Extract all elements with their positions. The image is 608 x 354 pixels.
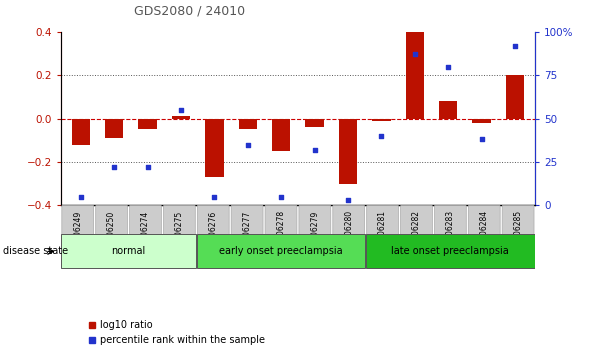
Text: GSM106281: GSM106281	[378, 210, 387, 256]
Text: GSM106250: GSM106250	[107, 210, 116, 257]
Bar	[472, 119, 491, 123]
FancyBboxPatch shape	[95, 205, 128, 267]
Point	[477, 137, 486, 142]
FancyBboxPatch shape	[366, 234, 534, 268]
Point	[109, 164, 119, 170]
Bar	[439, 101, 457, 119]
FancyBboxPatch shape	[231, 205, 263, 267]
Bar	[72, 119, 90, 144]
FancyBboxPatch shape	[333, 205, 365, 267]
Point	[343, 197, 353, 203]
Bar	[172, 116, 190, 119]
Bar	[139, 119, 157, 130]
Bar	[506, 75, 524, 119]
Text: GSM106276: GSM106276	[209, 210, 218, 257]
FancyBboxPatch shape	[198, 205, 229, 267]
FancyBboxPatch shape	[61, 234, 196, 268]
Text: GSM106275: GSM106275	[175, 210, 184, 257]
Point	[510, 43, 520, 48]
FancyBboxPatch shape	[502, 205, 534, 267]
Point	[376, 133, 386, 139]
Legend: log10 ratio, percentile rank within the sample: log10 ratio, percentile rank within the …	[84, 316, 269, 349]
Text: GSM106274: GSM106274	[141, 210, 150, 257]
Point	[243, 142, 253, 147]
Bar	[105, 119, 123, 138]
Bar	[339, 119, 358, 184]
Point	[176, 107, 186, 113]
FancyBboxPatch shape	[62, 205, 94, 267]
Text: GSM106283: GSM106283	[446, 210, 455, 256]
Text: GSM106277: GSM106277	[243, 210, 252, 257]
Text: GSM106249: GSM106249	[73, 210, 82, 257]
Point	[143, 164, 153, 170]
FancyBboxPatch shape	[435, 205, 466, 267]
Bar	[305, 119, 324, 127]
FancyBboxPatch shape	[367, 205, 398, 267]
Bar	[206, 119, 224, 177]
FancyBboxPatch shape	[299, 205, 331, 267]
Point	[410, 52, 420, 57]
FancyBboxPatch shape	[265, 205, 297, 267]
Point	[76, 194, 86, 200]
FancyBboxPatch shape	[196, 234, 365, 268]
Text: GSM106280: GSM106280	[344, 210, 353, 256]
Bar	[272, 119, 291, 151]
Text: late onset preeclampsia: late onset preeclampsia	[392, 246, 510, 256]
Text: GSM106279: GSM106279	[310, 210, 319, 257]
Bar	[238, 119, 257, 130]
Point	[443, 64, 453, 69]
FancyBboxPatch shape	[130, 205, 161, 267]
Point	[309, 147, 319, 153]
Bar	[372, 119, 390, 121]
Text: GSM106278: GSM106278	[277, 210, 286, 256]
FancyBboxPatch shape	[401, 205, 432, 267]
Text: early onset preeclampsia: early onset preeclampsia	[219, 246, 343, 256]
Text: GDS2080 / 24010: GDS2080 / 24010	[134, 5, 245, 18]
Point	[277, 194, 286, 200]
Point	[210, 194, 219, 200]
Text: GSM106285: GSM106285	[514, 210, 523, 256]
Text: GSM106284: GSM106284	[480, 210, 489, 256]
Bar	[406, 32, 424, 119]
Text: normal: normal	[111, 246, 146, 256]
FancyBboxPatch shape	[468, 205, 500, 267]
Text: disease state: disease state	[3, 246, 68, 256]
FancyBboxPatch shape	[164, 205, 195, 267]
Text: GSM106282: GSM106282	[412, 210, 421, 256]
